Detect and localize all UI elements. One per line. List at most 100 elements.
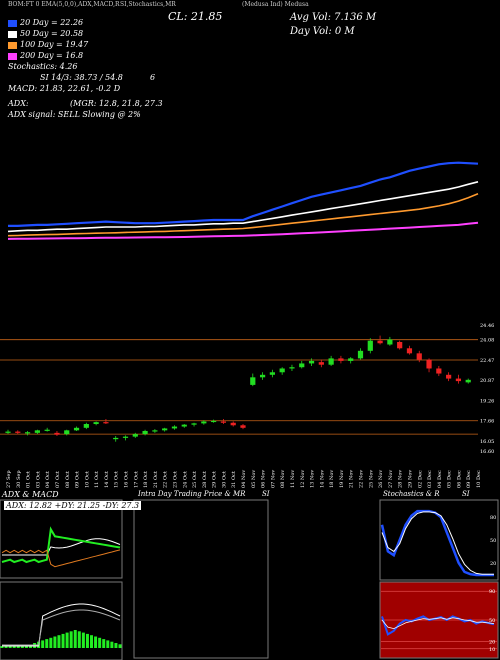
intraday-panel	[133, 499, 269, 659]
stoch-tick-label: 80	[490, 515, 496, 521]
macd-hist-bar	[24, 646, 28, 648]
date-label: 08 Oct	[65, 471, 71, 488]
macd-hist-bar	[41, 640, 45, 648]
date-label: 06 Nov	[261, 470, 267, 488]
macd-hist-bar	[4, 646, 8, 648]
date-label: 27 Nov	[388, 470, 394, 488]
swatch-20day	[8, 19, 17, 27]
macd-hist-bar	[110, 641, 114, 648]
mgr-readout: (MGR: 12.8, 21.8, 27.3	[70, 99, 163, 108]
date-label: 27 Sep	[6, 470, 12, 488]
date-label: 12 Nov	[300, 470, 306, 488]
date-label: 29 Oct	[212, 471, 218, 488]
candle-body	[142, 430, 148, 435]
candle-body	[5, 431, 11, 433]
candle-body	[201, 421, 207, 424]
price-chart: 24.46 24.08 22.47 20.87 19.26 17.66 16.05 16.60…	[0, 161, 494, 488]
si-tick-label: 90	[489, 589, 495, 595]
price-axis-label: 24.46	[480, 323, 494, 329]
symbol-line: BOM:FT 0 EMA(5,0,0),ADX,MACD,R	[8, 1, 120, 8]
candle-body	[328, 358, 334, 365]
date-label: 03 Dec	[427, 470, 433, 488]
date-label: 01 Oct	[26, 471, 32, 488]
candle-body	[240, 425, 246, 428]
date-label: 04 Oct	[45, 471, 51, 488]
candle-body	[191, 423, 197, 425]
si-tick-label: 50	[489, 618, 495, 624]
adx-readout: ADX: 12.82 +DY: 21.25 -DY: 27.3	[4, 501, 142, 510]
date-label: 28 Nov	[398, 470, 404, 488]
macd-hist-bar	[0, 646, 4, 648]
price-axis-label: 16.05	[480, 439, 494, 445]
macd-panel	[0, 581, 123, 660]
date-label: 22 Nov	[359, 470, 365, 488]
macd-hist-bar	[73, 630, 77, 648]
price-axis-label: 19.26	[480, 399, 494, 405]
date-label: 25 Oct	[192, 471, 198, 488]
candle-body	[162, 428, 168, 431]
macd-hist-bar	[114, 643, 118, 648]
macd-hist-bar	[57, 635, 61, 648]
date-label: 13 Nov	[310, 470, 316, 488]
date-label: 11 Oct	[94, 471, 100, 488]
date-label: 26 Nov	[378, 470, 384, 488]
date-label: 04 Dec	[437, 470, 443, 488]
si-value: 6	[150, 73, 156, 82]
macd-hist-bar	[49, 637, 53, 648]
candle-body	[426, 359, 432, 369]
company-name: (Medusa Ind) Medusa	[242, 1, 309, 8]
stochastics-si-label: SI	[462, 490, 470, 498]
date-label: 07 Oct	[55, 471, 61, 488]
price-axis-label: 24.08	[480, 338, 494, 344]
candle-body	[308, 360, 315, 364]
date-label: 09 Oct	[75, 471, 81, 488]
day-volume: Day Vol: 0 M	[290, 26, 355, 37]
candle-body	[34, 430, 40, 433]
date-label: 07 Nov	[270, 470, 276, 488]
date-label: 30 Sep	[16, 470, 22, 488]
candle-body	[387, 339, 393, 345]
candle-body	[152, 430, 158, 432]
ma-line-50day	[7, 181, 479, 233]
stoch-tick-label: 20	[490, 561, 496, 567]
candle-body	[220, 421, 227, 423]
ma-line-200day	[7, 221, 479, 240]
candle-body	[289, 367, 295, 369]
candle-body	[397, 341, 403, 349]
candle-body	[348, 358, 354, 361]
macd-hist-bar	[118, 644, 122, 648]
candle-body	[279, 368, 285, 373]
candle-body	[122, 436, 129, 438]
macd-hist-bar	[106, 640, 110, 648]
price-axis-label: 20.87	[480, 378, 494, 384]
macd-hist-bar	[77, 631, 81, 648]
macd-signal-line	[2, 609, 121, 646]
date-label: 23 Oct	[172, 471, 178, 488]
macd-hist-bar	[98, 637, 102, 648]
legend-50day: 50 Day = 20.58	[8, 29, 83, 38]
swatch-200day	[8, 52, 17, 60]
date-label: 18 Oct	[143, 471, 149, 488]
date-label: 06 Dec	[456, 470, 462, 488]
si-readout: SI 14/3: 38.73 / 54.8	[40, 73, 123, 82]
studies-line: SI,Stochastics,MR	[120, 1, 176, 8]
minus-di-line	[1, 549, 121, 568]
date-label: 24 Oct	[182, 471, 188, 488]
candle-body	[73, 427, 80, 431]
stochastics-title: Stochastics & R	[383, 490, 440, 498]
candle-body	[446, 374, 452, 379]
candle-body	[250, 377, 256, 385]
candle-body	[54, 432, 60, 435]
legend-100day: 100 Day = 19.47	[8, 40, 88, 49]
macd-hist-bar	[28, 646, 32, 648]
date-label: 05 Nov	[251, 470, 257, 488]
macd-hist-bar	[53, 636, 57, 648]
candle-body	[367, 340, 373, 351]
legend-200day-label: 200 Day = 16.8	[20, 51, 84, 60]
legend-20day-label: 20 Day = 22.26	[20, 18, 84, 27]
adx-macd-title: ADX & MACD	[2, 490, 59, 499]
candle-body	[455, 378, 462, 382]
date-label: 15 Oct	[114, 471, 120, 488]
date-label: 04 Nov	[241, 470, 247, 488]
